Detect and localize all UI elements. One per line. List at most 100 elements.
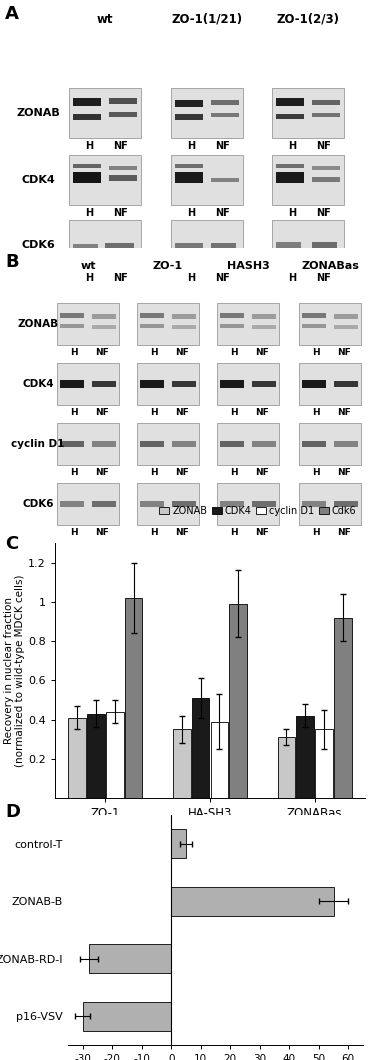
Text: NF: NF [337,348,351,357]
Bar [252,315,276,319]
Bar [299,483,361,525]
Bar [60,379,84,388]
Bar [109,165,138,170]
Bar [217,363,279,405]
Bar [172,441,196,447]
Text: NF: NF [316,273,331,283]
Text: H: H [312,528,320,537]
Text: H: H [231,528,238,537]
Bar [302,441,326,447]
Text: H: H [187,208,195,218]
Text: H: H [71,348,78,357]
Text: H: H [288,273,296,283]
Text: H: H [151,528,158,537]
Bar [302,324,326,329]
Text: H: H [151,469,158,477]
Text: NF: NF [95,469,108,477]
Bar [299,423,361,465]
Text: H: H [151,408,158,417]
Bar [334,501,358,507]
Bar [272,155,344,205]
Text: ZONAB: ZONAB [16,108,60,118]
Y-axis label: Recovery in nuclear fraction
(normalized to wild-type MDCK cells): Recovery in nuclear fraction (normalized… [4,575,26,766]
Bar [137,363,199,405]
Text: NF: NF [337,408,351,417]
Text: wt: wt [97,13,113,26]
Bar [60,501,84,507]
Bar [211,178,240,182]
Text: NF: NF [113,208,128,218]
Bar [171,155,243,205]
Bar [302,501,326,507]
Text: NF: NF [255,348,269,357]
Bar [137,303,199,344]
Bar [73,244,98,251]
Bar [229,604,247,798]
Bar [299,363,361,405]
Bar [172,381,196,387]
Bar [175,114,203,120]
Bar [334,381,358,387]
Bar [68,718,86,798]
Text: H: H [231,348,238,357]
Bar [211,100,240,105]
Text: H: H [85,141,93,151]
Bar [210,722,228,798]
Bar [73,172,101,183]
Bar [83,1002,171,1030]
Bar [89,944,171,973]
Bar [334,325,358,329]
Text: NF: NF [255,408,269,417]
Text: CDK4: CDK4 [21,175,55,186]
Bar [171,88,243,138]
Text: ZONABas: ZONABas [301,261,359,271]
Text: H: H [71,528,78,537]
Bar [109,98,138,104]
Text: H: H [151,348,158,357]
Bar [73,99,101,106]
Text: NF: NF [175,408,188,417]
Bar [211,112,240,118]
Bar [92,381,116,387]
Text: NF: NF [337,528,351,537]
Bar [60,324,84,329]
Bar [334,441,358,447]
Bar [217,483,279,525]
Bar [220,324,244,329]
Bar [252,381,276,387]
Bar [312,243,337,248]
Text: NF: NF [215,141,230,151]
Bar [272,220,344,270]
Text: NF: NF [113,141,128,151]
Text: ZO-1(2/3): ZO-1(2/3) [277,13,340,26]
Bar [252,325,276,329]
Text: NF: NF [255,469,269,477]
Bar [211,243,236,247]
Bar [140,441,164,447]
Bar [278,737,295,798]
Bar [73,163,101,169]
Bar [296,716,314,798]
Bar [140,379,164,388]
Text: H: H [231,408,238,417]
Bar [140,324,164,329]
Bar [172,315,196,319]
Bar [334,618,352,798]
Text: NF: NF [175,348,188,357]
Bar [57,303,119,344]
Text: NF: NF [113,273,128,283]
Text: H: H [71,469,78,477]
Bar [299,303,361,344]
Bar [302,379,326,388]
Bar [217,423,279,465]
Text: D: D [5,803,20,822]
Bar [252,501,276,507]
Bar [60,441,84,447]
Bar [171,887,333,916]
Bar [175,243,203,247]
Text: NF: NF [215,208,230,218]
Text: H: H [288,208,296,218]
Bar [312,112,340,118]
Legend: ZONAB, CDK4, cyclin D1, Cdk6: ZONAB, CDK4, cyclin D1, Cdk6 [155,502,360,519]
Bar [69,155,141,205]
